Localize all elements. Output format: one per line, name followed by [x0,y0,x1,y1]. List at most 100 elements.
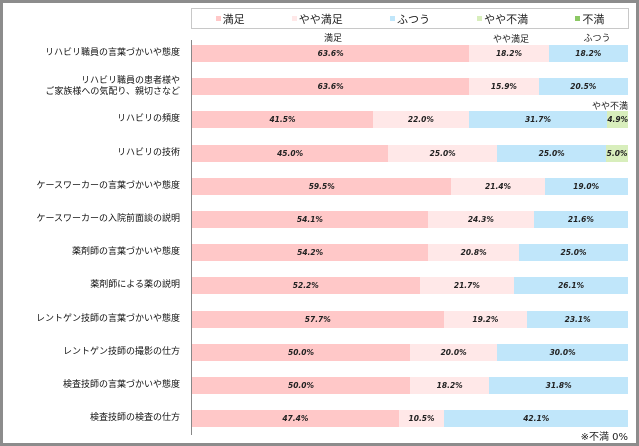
data-label: 50.0% [287,347,315,357]
bar-segment [410,377,490,394]
bar-segment [548,45,628,62]
bar-segment [419,277,515,295]
bar-segment [192,177,452,195]
data-label: 41.5% [269,115,296,125]
data-label: 25.0% [429,148,456,158]
bar-segment [497,343,628,361]
legend-swatch [575,16,581,21]
category-label: リハビリの技術 [116,147,180,158]
bar-segment [192,211,428,228]
bar-segment [192,410,399,428]
data-label: 20.0% [440,347,467,357]
data-label: 19.2% [472,314,499,324]
bar-segment [192,277,420,295]
legend-label: 不満 [582,12,605,26]
bar-segment [469,45,549,62]
segment-header-somewhat-dissatisfied: やや不満 [591,102,629,112]
legend-label: やや満足 [298,12,343,26]
data-label: 22.0% [407,115,434,125]
bar-segment [538,78,628,96]
bar-segment [192,343,410,361]
category-label: 薬剤師による薬の説明 [90,280,180,291]
bar-segment [388,144,498,162]
bar-segment [192,310,444,328]
data-label: 63.6% [317,82,344,92]
data-label: 18.2% [436,381,463,390]
legend-label: 満足 [222,12,245,26]
bar-segment [444,410,628,428]
data-label: 31.7% [524,115,551,125]
bar-segment [606,144,628,162]
bar-segment [469,78,539,96]
data-label: 42.1% [523,414,550,424]
bar-segment [607,111,629,129]
legend-item: ふつう [389,11,430,27]
category-label: レントゲン技師の言葉づかいや態度 [35,313,180,324]
bar-segment [398,410,445,428]
data-label: 24.3% [467,215,494,224]
data-label: 19.0% [573,181,600,191]
data-label: 59.5% [308,181,335,191]
category-label: ケースワーカーの入院前面談の説明 [36,214,180,224]
bar-segment [519,244,628,262]
segment-header-satisfied: 満足 [323,34,343,44]
legend-item: やや満足 [291,11,343,27]
data-label: 18.2% [575,49,602,58]
legend-item: 満足 [215,11,245,27]
category-label: 薬剤師の言葉づかいや態度 [71,247,180,258]
y-axis-line [191,40,192,435]
bar-segment [443,310,528,328]
legend-swatch [389,16,395,21]
category-label: ケースワーカーの言葉づかいや態度 [36,180,180,191]
bar-segment [192,377,410,394]
data-label: 50.0% [287,381,315,390]
legend-label: ふつう [396,12,430,26]
segment-header-somewhat-satisfied: やや満足 [492,35,530,45]
data-label: 15.9% [490,82,517,92]
category-label: レントゲン技師の撮影の仕方 [62,346,180,357]
data-label: 5.0% [606,148,628,158]
data-label: 18.2% [495,49,522,58]
legend-label: やや不満 [484,12,529,26]
legend: 満足 やや満足 ふつう やや不満 不満 [191,8,629,29]
data-label: 57.7% [304,314,331,324]
bar-segment [514,277,628,295]
data-label: 54.1% [296,215,323,224]
bar-segment [544,177,628,195]
data-label: 25.0% [538,148,565,158]
bar-segment [372,111,469,129]
data-label: 30.0% [549,347,576,357]
bar-segment [427,211,534,228]
category-label: リハビリ職員の言葉づかいや態度 [44,48,180,58]
data-label: 23.1% [564,314,591,324]
bar-segment [533,211,628,228]
bar-segment [192,144,389,162]
data-label: 4.9% [607,115,629,125]
bar-segment [428,244,519,262]
legend-swatch [215,16,221,21]
bar-segment [497,144,607,162]
bar-segment [192,78,470,96]
legend-item: やや不満 [477,11,528,27]
bar-segment [451,177,545,195]
data-label: 47.4% [282,414,309,424]
data-label: 10.5% [408,414,435,424]
data-label: 21.6% [567,215,594,224]
data-label: 45.0% [277,148,304,158]
data-label: 54.2% [297,248,324,258]
bar-segment [192,111,373,129]
note: ※不満 0% [580,432,628,443]
data-label: 21.4% [485,181,512,191]
legend-swatch [291,16,297,21]
data-label: 25.0% [560,248,587,258]
data-label: 21.7% [453,281,480,291]
data-label: 20.8% [460,248,487,258]
category-label: 検査技師の言葉づかいや態度 [62,380,180,390]
category-label: 検査技師の検査の仕方 [89,413,180,424]
bar-segment [192,244,429,262]
data-label: 63.6% [317,49,344,58]
data-label: 26.1% [558,281,585,291]
bar-segment [410,343,498,361]
data-label: 31.8% [545,381,572,390]
